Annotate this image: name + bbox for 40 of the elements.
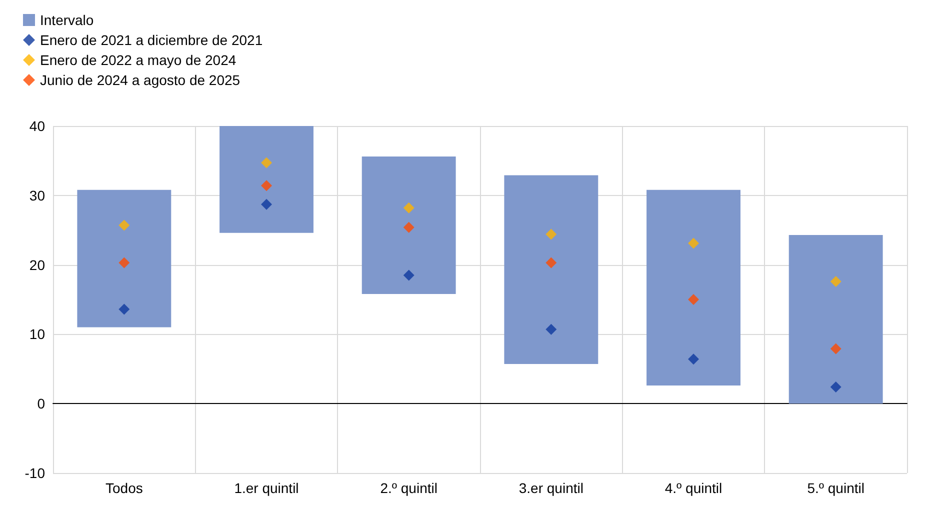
point [830,343,842,354]
x-tick-label: 4.º quintil [664,480,722,496]
bar [362,156,456,294]
point [830,276,842,287]
legend-label: Enero de 2022 a mayo de 2024 [40,52,236,68]
bar [220,126,314,233]
y-tick-label: 10 [29,326,46,342]
y-tick-label: 30 [29,187,46,204]
point [688,354,699,365]
x-tick-label: 5.º quintil [807,480,864,496]
x-tick-label: Todos [105,480,143,496]
point [261,198,272,210]
point [688,238,699,249]
point [118,304,130,315]
point [546,324,557,335]
legend-label: Junio de 2024 a agosto de 2025 [40,72,240,88]
bar [788,234,883,404]
point [118,220,130,231]
y-tick-label: 40 [29,118,46,134]
y-tick-label: 0 [37,396,46,412]
bar [646,190,740,386]
point [546,228,557,240]
point [688,294,699,305]
x-tick-label: 1.er quintil [234,480,299,496]
point [261,180,272,192]
point [403,222,414,233]
y-tick-label: 20 [29,256,46,273]
bar [77,190,172,328]
point [546,257,557,268]
point [118,257,130,268]
point [403,202,414,214]
bar [504,175,598,364]
legend-label: Enero de 2021 a diciembre de 2021 [40,32,263,48]
x-tick-label: 2.º quintil [380,480,438,496]
x-tick-label: 3.er quintil [518,480,584,496]
legend-label: Intervalo [40,12,94,28]
point [261,157,272,168]
y-tick-label: -10 [24,465,46,481]
point [403,270,414,281]
point [830,381,842,392]
